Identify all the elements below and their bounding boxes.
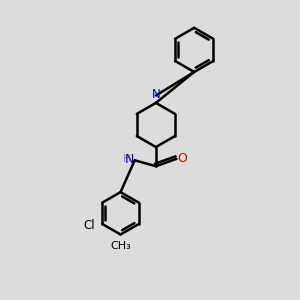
Text: Cl: Cl	[83, 219, 95, 232]
Text: CH₃: CH₃	[110, 241, 131, 251]
Text: H: H	[123, 154, 131, 164]
Text: N: N	[152, 88, 160, 101]
Text: O: O	[177, 152, 187, 165]
Text: N: N	[125, 153, 134, 166]
